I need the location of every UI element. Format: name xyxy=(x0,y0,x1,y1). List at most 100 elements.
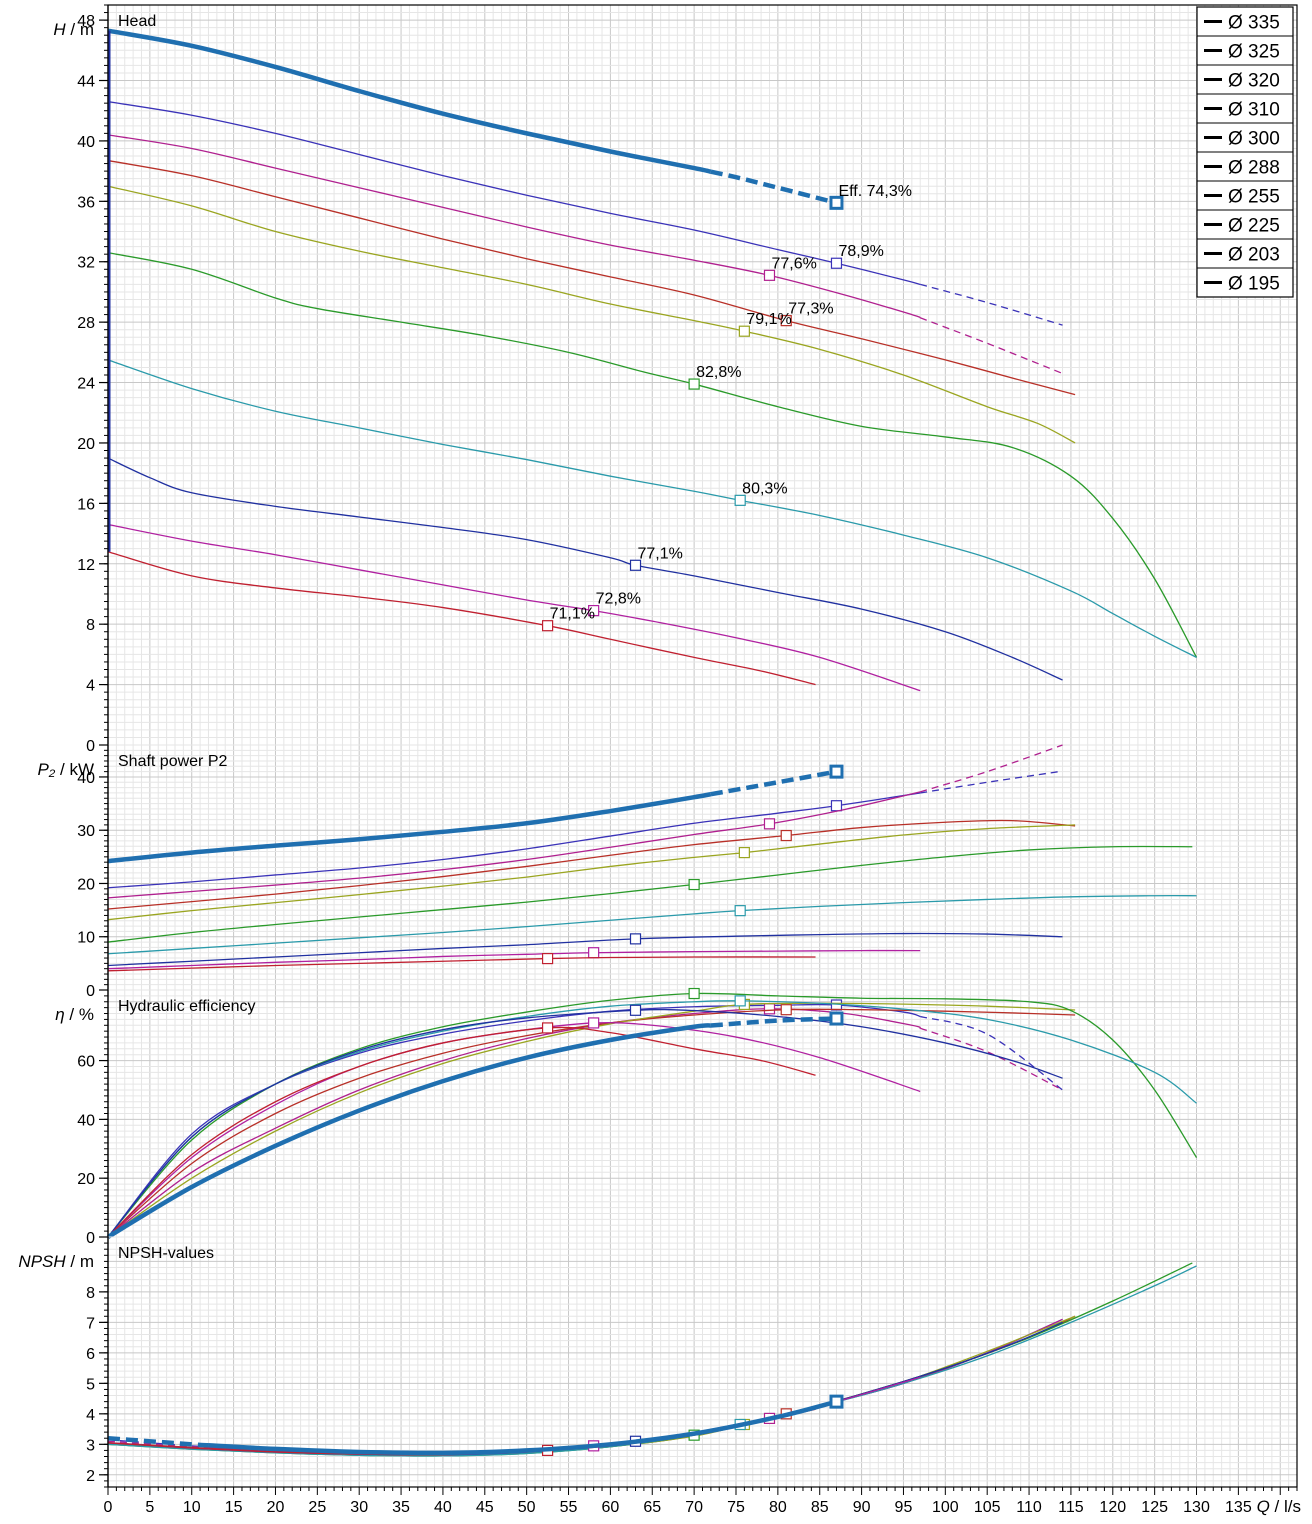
legend-entry: Ø 335 xyxy=(1228,13,1280,34)
curve-solid xyxy=(107,791,712,864)
y-tick-label: 40 xyxy=(77,134,95,151)
efficiency-label: 71,1% xyxy=(550,606,595,623)
legend-entry: Ø 195 xyxy=(1228,274,1280,295)
series-head-d255: 80,3% xyxy=(107,359,1197,658)
series-eff-d195 xyxy=(107,1022,816,1238)
efficiency-label: 77,3% xyxy=(788,301,833,318)
x-tick-label: 25 xyxy=(308,1499,326,1516)
duty-point-marker xyxy=(688,378,700,390)
duty-point-marker xyxy=(780,829,792,842)
x-tick-label: 130 xyxy=(1183,1499,1210,1516)
x-tick-label: 135 xyxy=(1225,1499,1252,1516)
series-head-d325: 78,9% xyxy=(107,101,1063,326)
y-tick-label: 0 xyxy=(86,983,95,1000)
duty-point-marker xyxy=(688,878,700,891)
x-tick-label: 100 xyxy=(932,1499,959,1516)
panel-title-power: Shaft power P2 xyxy=(118,753,228,770)
duty-point-marker xyxy=(541,952,554,965)
x-axis: 0 5 10 15 20 25 30 35 40 45 50 55 60 65 70 75 80 85 90 95 10… xyxy=(104,1487,1301,1516)
x-tick-label: 75 xyxy=(727,1499,745,1516)
curve-solid xyxy=(107,824,1076,921)
duty-point-marker xyxy=(734,494,746,506)
curve-dashed xyxy=(920,283,1063,326)
efficiency-label: 77,6% xyxy=(771,255,816,272)
series-eff-d335 xyxy=(106,1011,844,1239)
x-axis-label: Q / l/s xyxy=(1257,1497,1301,1516)
y-tick-label: 36 xyxy=(77,194,95,211)
duty-point-marker xyxy=(738,846,750,859)
x-tick-label: 90 xyxy=(853,1499,871,1516)
series-power-d288 xyxy=(107,845,1193,943)
curve-solid xyxy=(107,845,1193,943)
grid xyxy=(107,5,1298,1487)
x-tick-label: 35 xyxy=(392,1499,410,1516)
curve-dashed xyxy=(920,744,1063,793)
curve-dashed xyxy=(919,317,1063,375)
panel-title-npsh: NPSH-values xyxy=(118,1245,214,1262)
series-power-d335 xyxy=(107,764,844,864)
panel-power: 0 10 20 30 40 Shaft power P2 P₂ / kW xyxy=(37,744,1297,1000)
x-tick-label: 120 xyxy=(1099,1499,1126,1516)
legend: Ø 335 Ø 325 Ø 320 Ø 310 Ø 300 Ø 288 Ø 255 Ø 225… xyxy=(1196,6,1294,298)
y-axis-label-power: P₂ / kW xyxy=(37,760,94,779)
curve-solid xyxy=(107,159,1076,396)
x-tick-label: 45 xyxy=(476,1499,494,1516)
series-head-d288: 82,8% xyxy=(107,252,1198,658)
duty-point-marker xyxy=(588,947,600,959)
efficiency-label: Eff. 74,3% xyxy=(838,183,912,200)
curve-solid xyxy=(107,523,921,692)
y-tick-label: 10 xyxy=(77,930,95,947)
curve-solid xyxy=(107,956,816,972)
x-tick-label: 80 xyxy=(769,1499,787,1516)
y-tick-label: 16 xyxy=(77,496,95,513)
duty-point-marker xyxy=(738,325,750,337)
y-tick-label: 2 xyxy=(86,1468,95,1485)
series-head-d320: 77,6% xyxy=(107,134,1063,375)
efficiency-label: 77,1% xyxy=(638,545,683,562)
y-tick-label: 0 xyxy=(86,738,95,755)
curve-solid xyxy=(107,359,1197,658)
duty-point-marker xyxy=(829,1394,844,1409)
series-power-d310 xyxy=(107,819,1076,910)
y-tick-label: 6 xyxy=(86,1346,95,1363)
x-tick-label: 105 xyxy=(974,1499,1001,1516)
x-tick-label: 15 xyxy=(225,1499,243,1516)
y-tick-label: 4 xyxy=(86,678,95,695)
curve-solid xyxy=(107,28,712,174)
series-head-d203: 72,8% xyxy=(107,523,921,692)
duty-point-marker xyxy=(830,257,843,269)
series-power-d195 xyxy=(107,952,816,972)
curve-solid xyxy=(107,134,921,319)
panel-title-eff: Hydraulic efficiency xyxy=(118,998,256,1015)
legend-entry: Ø 203 xyxy=(1228,245,1280,266)
duty-point-marker xyxy=(588,1017,600,1029)
duty-point-marker xyxy=(830,800,843,812)
y-axis-label-head: H / m xyxy=(53,20,94,39)
curve-solid xyxy=(107,791,921,899)
duty-point-marker xyxy=(629,559,642,571)
y-tick-label: 40 xyxy=(77,1112,95,1129)
series-head-d195: 71,1% xyxy=(107,551,816,686)
duty-point-marker xyxy=(763,818,776,830)
curve-solid xyxy=(107,1002,1076,1238)
y-tick-label: 12 xyxy=(77,557,95,574)
curve-solid xyxy=(107,551,816,686)
series-head-d225: 77,1% xyxy=(107,457,1063,681)
y-tick-label: 8 xyxy=(86,617,95,634)
curve-solid xyxy=(107,1026,816,1238)
series-head-d310: 77,3% xyxy=(107,159,1076,396)
duty-point-marker xyxy=(829,1011,844,1026)
duty-point-marker xyxy=(829,764,844,779)
curve-dashed xyxy=(710,769,837,797)
x-tick-label: 95 xyxy=(895,1499,913,1516)
y-tick-label: 8 xyxy=(86,1285,95,1302)
y-tick-label: 32 xyxy=(77,255,95,272)
curve-solid xyxy=(107,185,1076,444)
y-tick-label: 60 xyxy=(77,1054,95,1071)
y-axis-label-npsh: NPSH / m xyxy=(18,1252,94,1271)
duty-point-marker xyxy=(629,933,642,945)
duty-point-marker xyxy=(629,1004,642,1016)
curve-dashed xyxy=(107,1435,209,1448)
legend-entry: Ø 288 xyxy=(1228,158,1280,179)
